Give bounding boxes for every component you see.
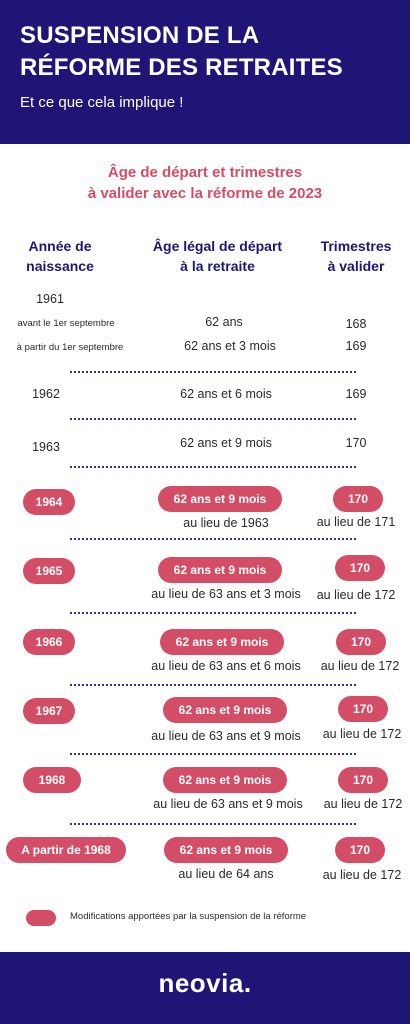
quarters-instead-1968: au lieu de 172 xyxy=(323,797,403,811)
quarters-badge-1967: 170 xyxy=(338,696,388,722)
quarters-badge-1964: 170 xyxy=(333,486,383,512)
row-1962-quarters: 169 xyxy=(345,387,367,401)
column-header-line: Trimestres xyxy=(320,238,392,254)
year-badge-1968: 1968 xyxy=(23,767,81,793)
row-divider xyxy=(70,612,356,614)
title-line-2: RÉFORME DES RETRAITES xyxy=(20,54,343,81)
row-1961-sub1-quarters: 168 xyxy=(345,317,367,331)
quarters-badge-from-1968: 170 xyxy=(335,837,385,863)
header-banner: SUSPENSION DE LA RÉFORME DES RETRAITES E… xyxy=(0,0,410,144)
age-instead-1968: au lieu de 63 ans et 9 mois xyxy=(153,797,303,811)
quarters-badge-1968: 170 xyxy=(338,767,388,793)
column-header-legal-age: Âge légal de départ à la retraite xyxy=(140,236,295,276)
page-subtitle: Et ce que cela implique ! xyxy=(20,94,184,111)
row-1963-year: 1963 xyxy=(32,440,60,454)
column-header-line: Année de xyxy=(28,238,92,254)
title-line-1: SUSPENSION DE LA xyxy=(20,22,260,49)
age-instead-1964: au lieu de 1963 xyxy=(183,516,269,530)
quarters-instead-1966: au lieu de 172 xyxy=(320,659,400,673)
row-divider xyxy=(70,466,356,468)
quarters-instead-1965: au lieu de 172 xyxy=(316,588,396,602)
column-header-birth-year: Année de naissance xyxy=(10,236,110,276)
column-header-line: à la retraite xyxy=(180,258,255,274)
row-1961-sub2-age: 62 ans et 3 mois xyxy=(184,339,276,353)
year-badge-1965: 1965 xyxy=(23,558,75,584)
quarters-badge-1965: 170 xyxy=(335,555,385,581)
column-header-line: naissance xyxy=(26,258,94,274)
page-title: SUSPENSION DE LA RÉFORME DES RETRAITES xyxy=(20,20,343,84)
row-1961-sub2-quarters: 169 xyxy=(345,339,367,353)
age-instead-from-1968: au lieu de 64 ans xyxy=(178,867,274,881)
age-badge-1966: 62 ans et 9 mois xyxy=(160,629,284,655)
footer-banner xyxy=(0,952,410,1024)
column-header-line: à valider xyxy=(327,258,385,274)
row-1963-age: 62 ans et 9 mois xyxy=(180,436,272,450)
section-title-line-2: à valider avec la réforme de 2023 xyxy=(87,185,323,202)
age-badge-1965: 62 ans et 9 mois xyxy=(158,557,282,583)
row-divider xyxy=(70,684,356,686)
age-badge-1964: 62 ans et 9 mois xyxy=(158,486,282,512)
row-1961-sub2-label: à partir du 1er septembre xyxy=(16,342,124,353)
age-badge-from-1968: 62 ans et 9 mois xyxy=(164,837,288,863)
legend-text: Modifications apportées par la suspensio… xyxy=(70,911,307,922)
quarters-badge-1966: 170 xyxy=(336,629,386,655)
legend-swatch xyxy=(26,910,56,926)
column-header-line: Âge légal de départ xyxy=(152,238,283,254)
age-instead-1966: au lieu de 63 ans et 6 mois xyxy=(151,659,301,673)
row-1962-year: 1962 xyxy=(32,387,60,401)
age-badge-1967: 62 ans et 9 mois xyxy=(163,697,287,723)
year-badge-1967: 1967 xyxy=(23,698,75,724)
row-divider xyxy=(70,538,356,540)
row-1962-age: 62 ans et 6 mois xyxy=(180,387,272,401)
age-instead-1965: au lieu de 63 ans et 3 mois xyxy=(151,587,301,601)
row-1961-year: 1961 xyxy=(36,292,64,306)
year-badge-1964: 1964 xyxy=(23,489,75,515)
neovia-logo: neovia. xyxy=(158,968,252,998)
age-badge-1968: 62 ans et 9 mois xyxy=(163,767,287,793)
row-1961-sub1-label: avant le 1er septembre xyxy=(17,318,115,329)
quarters-instead-1964: au lieu de 171 xyxy=(316,515,396,529)
row-1961-sub1-age: 62 ans xyxy=(205,315,243,329)
column-header-quarters: Trimestres à valider xyxy=(312,236,400,276)
row-divider xyxy=(70,753,356,755)
year-badge-1966: 1966 xyxy=(23,629,75,655)
row-1963-quarters: 170 xyxy=(345,436,367,450)
section-title-line-1: Âge de départ et trimestres xyxy=(107,164,303,181)
section-title: Âge de départ et trimestres à valider av… xyxy=(0,162,410,204)
age-instead-1967: au lieu de 63 ans et 9 mois xyxy=(151,729,301,743)
year-badge-from-1968: A partir de 1968 xyxy=(6,837,126,863)
row-divider xyxy=(70,418,356,420)
row-divider xyxy=(70,823,356,825)
row-divider xyxy=(70,371,356,373)
quarters-instead-1967: au lieu de 172 xyxy=(322,727,402,741)
quarters-instead-from-1968: au lieu de 172 xyxy=(322,868,402,882)
